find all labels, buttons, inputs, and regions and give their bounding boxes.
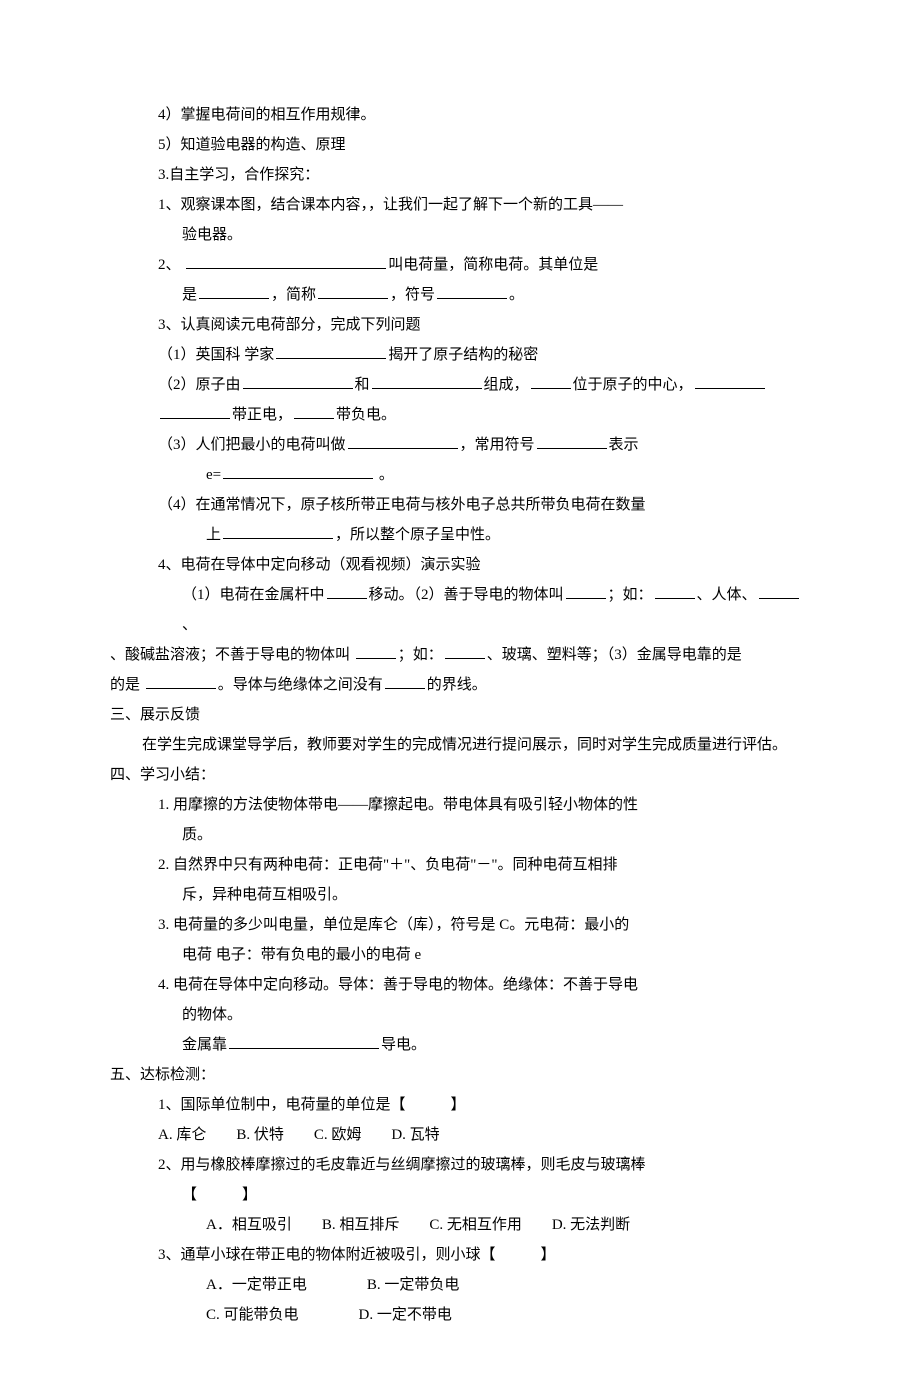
summary-2: 2. 自然界中只有两种电荷：正电荷"＋"、负电荷"－"。同种电荷互相排 (110, 850, 810, 880)
objective-4: 4）掌握电荷间的相互作用规律。 (110, 100, 810, 130)
blank-ins-example[interactable] (445, 644, 485, 659)
t32-f: 带负电。 (336, 407, 396, 423)
task-2-mid1: 叫电荷量，简称电荷。其单位是 (388, 257, 598, 273)
blank-e-value[interactable] (223, 464, 373, 479)
blank-conductor[interactable] (566, 584, 606, 599)
blank-metal-conduct[interactable] (146, 674, 216, 689)
task-3-4: （4）在通常情况下，原子核所带正电荷与核外电子总共所带负电荷在数量 (110, 490, 810, 520)
task-1-text: 1、观察课本图，结合课本内容，，让我们一起了解下一个新的工具—— (158, 197, 623, 213)
task-4-1-cont2: 的是 。导体与绝缘体之间没有的界线。 (110, 670, 810, 700)
summary-3-cont: 电荷 电子：带有负电的最小的电荷 e (110, 940, 810, 970)
blank-symbol[interactable] (437, 284, 507, 299)
blank-scientist[interactable] (276, 344, 386, 359)
blank-positive[interactable] (160, 404, 230, 419)
t32-c: 组成， (484, 377, 529, 393)
t33-a: （3）人们把最小的电荷叫做 (158, 437, 346, 453)
t32-d: 位于原子的中心， (573, 377, 693, 393)
blank-unit[interactable] (199, 284, 269, 299)
question-3-options-b[interactable]: C. 可能带负电 D. 一定不带电 (110, 1300, 810, 1330)
blank-move[interactable] (327, 584, 367, 599)
summary-1: 1. 用摩擦的方法使物体带电——摩擦起电。带电体具有吸引轻小物体的性 (110, 790, 810, 820)
section-5-title: 五、达标检测： (110, 1060, 810, 1090)
task-3-1: （1）英国科 学家 揭开了原子结构的秘密 (110, 340, 810, 370)
t2-d: ，符号 (390, 287, 435, 303)
blank-example1[interactable] (655, 584, 695, 599)
question-2-options[interactable]: A．相互吸引 B. 相互排斥 C. 无相互作用 D. 无法判断 (110, 1210, 810, 1240)
t31-a: （1）英国科 学家 (158, 347, 274, 363)
t33-d: e= (206, 467, 221, 483)
blank-min-charge[interactable] (348, 434, 458, 449)
t41-c: ；如： (608, 587, 653, 603)
question-3-options-a[interactable]: A．一定带正电 B. 一定带负电 (110, 1270, 810, 1300)
blank-boundary[interactable] (385, 674, 425, 689)
question-3: 3、通草小球在带正电的物体附近被吸引，则小球【 】 (110, 1240, 810, 1270)
blank-negative[interactable] (294, 404, 334, 419)
s4b-a: 金属靠 (182, 1037, 227, 1053)
summary-4: 4. 电荷在导体中定向移动。导体：善于导电的物体。绝缘体：不善于导电 (110, 970, 810, 1000)
t41-h-rest: 。导体与绝缘体之间没有 (218, 677, 383, 693)
task-3-4-cont: 上，所以整个原子呈中性。 (110, 520, 810, 550)
t33-c: 表示 (609, 437, 639, 453)
task-2: 2、 叫电荷量，简称电荷。其单位是 (110, 250, 810, 280)
summary-1-cont: 质。 (110, 820, 810, 850)
question-1-options[interactable]: A. 库仑 B. 伏特 C. 欧姆 D. 瓦特 (110, 1120, 810, 1150)
task-3-3-eq: e= 。 (110, 460, 810, 490)
t41-e: 、酸碱盐溶液；不善于导电的物体叫 (110, 647, 354, 663)
blank-atom-part1[interactable] (243, 374, 353, 389)
task-2-prefix: 2、 (158, 257, 184, 273)
task-3-3: （3）人们把最小的电荷叫做 ，常用符号 表示 (110, 430, 810, 460)
t32-b: 和 (355, 377, 370, 393)
task-4-1: （1）电荷在金属杆中移动。（2）善于导电的物体叫；如：、人体、、 (110, 580, 810, 640)
subsection-3-title: 3.自主学习，合作探究： (110, 160, 810, 190)
blank-center[interactable] (531, 374, 571, 389)
task-3-2: （2）原子由 和 组成， 位于原子的中心， (110, 370, 810, 400)
section-4-title: 四、学习小结： (110, 760, 810, 790)
t2-c: ，简称 (271, 287, 316, 303)
blank-trail[interactable] (695, 374, 765, 389)
task-1-cont: 验电器。 (110, 220, 810, 250)
blank-metal-conduct-2[interactable] (229, 1034, 379, 1049)
blank-quantity[interactable] (223, 524, 333, 539)
t41-i: 的界线。 (427, 677, 487, 693)
task-4-1-cont: 、酸碱盐溶液；不善于导电的物体叫 ；如： 、玻璃、塑料等；（3）金属导电靠的是 (110, 640, 810, 670)
t31-b: 揭开了原子结构的秘密 (388, 347, 538, 363)
t41-g: 、玻璃、塑料等；（3）金属导电靠的是 (487, 647, 742, 663)
section-3-title: 三、展示反馈 (110, 700, 810, 730)
t32-a: （2）原子由 (158, 377, 241, 393)
t41-b: 移动。（2）善于导电的物体叫 (369, 587, 564, 603)
blank-charge-def[interactable] (186, 254, 386, 269)
section-3-body: 在学生完成课堂导学后，教师要对学生的完成情况进行提问展示，同时对学生完成质量进行… (110, 730, 810, 760)
task-4: 4、电荷在导体中定向移动（观看视频）演示实验 (110, 550, 810, 580)
blank-insulator[interactable] (356, 644, 396, 659)
t41-d: 、人体、 (697, 587, 757, 603)
summary-2-cont: 斥，异种电荷互相吸引。 (110, 880, 810, 910)
summary-4b: 金属靠 导电。 (110, 1030, 810, 1060)
blank-unit-short[interactable] (318, 284, 388, 299)
question-1: 1、国际单位制中，电荷量的单位是【 】 (110, 1090, 810, 1120)
t33-b: ，常用符号 (460, 437, 535, 453)
t41-f: ；如： (398, 647, 443, 663)
t41-a: （1）电荷在金属杆中 (182, 587, 325, 603)
question-2-bracket: 【 】 (110, 1180, 810, 1210)
question-2: 2、用与橡胶棒摩擦过的毛皮靠近与丝绸摩擦过的玻璃棒，则毛皮与玻璃棒 (110, 1150, 810, 1180)
task-1: 1、观察课本图，结合课本内容，，让我们一起了解下一个新的工具—— (110, 190, 810, 220)
t34-b: ，所以整个原子呈中性。 (335, 527, 500, 543)
summary-3: 3. 电荷量的多少叫电量，单位是库仑（库），符号是 C。元电荷：最小的 (110, 910, 810, 940)
blank-example2[interactable] (759, 584, 799, 599)
s4b-b: 导电。 (381, 1037, 426, 1053)
t32-e: 带正电， (232, 407, 292, 423)
blank-atom-part2[interactable] (372, 374, 482, 389)
summary-4-cont: 的物体。 (110, 1000, 810, 1030)
t33-e: 。 (375, 467, 394, 483)
task-2-line2: 是，简称，符号。 (110, 280, 810, 310)
task-3: 3、认真阅读元电荷部分，完成下列问题 (110, 310, 810, 340)
objective-5: 5）知道验电器的构造、原理 (110, 130, 810, 160)
t2-e: 。 (509, 287, 524, 303)
blank-symbol-e[interactable] (537, 434, 607, 449)
task-3-2-cont: 带正电， 带负电。 (110, 400, 810, 430)
